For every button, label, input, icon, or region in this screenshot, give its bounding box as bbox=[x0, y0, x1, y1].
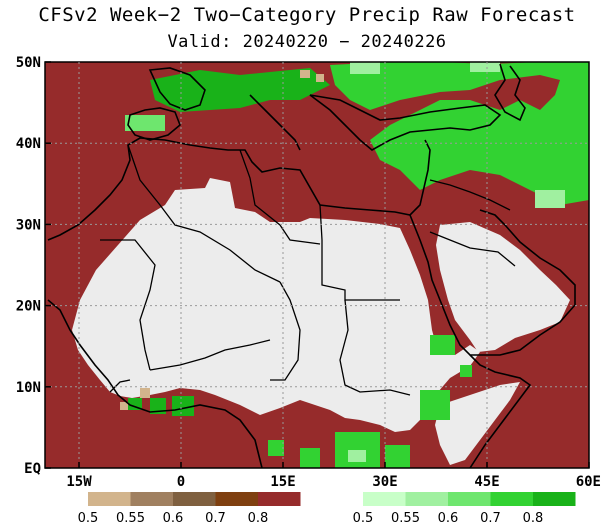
colorbar-below-swatch bbox=[258, 492, 301, 506]
colorbar-below-swatch bbox=[88, 492, 131, 506]
horn-no-signal-area bbox=[435, 382, 520, 465]
colorbar-above-normal: 0.5 0.55 0.6 0.7 0.8 bbox=[353, 492, 576, 526]
lon-tick-label: 45E bbox=[474, 474, 499, 490]
colorbar-above-swatch bbox=[490, 492, 533, 506]
sahara-no-signal-area bbox=[72, 178, 480, 432]
lon-tick-label: 15E bbox=[270, 474, 295, 490]
arabia-no-signal-area bbox=[436, 222, 570, 352]
wet-signal-east-africa bbox=[420, 335, 472, 420]
colorbar-above-label: 0.5 bbox=[353, 511, 374, 526]
colorbar-below-swatch bbox=[173, 492, 216, 506]
lat-tick-label: 30N bbox=[16, 217, 41, 233]
lat-tick-label: 10N bbox=[16, 380, 41, 396]
colorbar-above-label: 0.6 bbox=[438, 511, 459, 526]
longitude-labels: 15W 0 15E 30E 45E 60E bbox=[66, 474, 601, 490]
coastlines bbox=[47, 63, 576, 468]
colorbar-above-label: 0.55 bbox=[391, 511, 420, 526]
map-subtitle: Valid: 20240220 − 20240226 bbox=[167, 32, 447, 52]
colorbar-above-swatch bbox=[405, 492, 448, 506]
lat-tick-label: 20N bbox=[16, 299, 41, 315]
lon-tick-label: 15W bbox=[66, 474, 92, 490]
latitude-labels: 50N 40N 30N 20N 10N EQ bbox=[16, 55, 41, 477]
gridlines bbox=[45, 61, 590, 469]
colorbar-below-label: 0.5 bbox=[78, 511, 99, 526]
colorbar-above-swatch bbox=[533, 492, 576, 506]
wet-signal-west-africa bbox=[128, 396, 194, 416]
colorbar-above-label: 0.7 bbox=[480, 511, 501, 526]
light-wet-patches bbox=[348, 62, 565, 462]
colorbar-below-label: 0.6 bbox=[163, 511, 184, 526]
colorbar-below-normal: 0.5 0.55 0.6 0.7 0.8 bbox=[78, 492, 301, 526]
colorbar-below-label: 0.7 bbox=[205, 511, 226, 526]
colorbar-below-label: 0.55 bbox=[116, 511, 145, 526]
colorbar-above-swatch bbox=[363, 492, 406, 506]
lon-tick-label: 30E bbox=[372, 474, 397, 490]
colorbar-below-label: 0.8 bbox=[248, 511, 269, 526]
lat-tick-label: 50N bbox=[16, 55, 41, 71]
map-title: CFSv2 Week−2 Two−Category Precip Raw For… bbox=[38, 4, 576, 26]
lon-tick-label: 60E bbox=[576, 474, 601, 490]
lat-tick-label: 40N bbox=[16, 136, 41, 152]
wet-signal-iberia bbox=[125, 115, 165, 131]
lon-tick-label: 0 bbox=[177, 474, 185, 490]
colorbar-below-swatch bbox=[215, 492, 258, 506]
wet-signal-caucasus-iran bbox=[330, 62, 589, 205]
map-frame bbox=[44, 61, 590, 469]
colorbar-above-swatch bbox=[448, 492, 491, 506]
below-normal-tan-patches bbox=[120, 70, 324, 410]
colorbar-below-swatch bbox=[130, 492, 173, 506]
colorbar-above-label: 0.8 bbox=[523, 511, 544, 526]
lat-tick-label: EQ bbox=[24, 461, 41, 477]
borders bbox=[100, 144, 516, 396]
